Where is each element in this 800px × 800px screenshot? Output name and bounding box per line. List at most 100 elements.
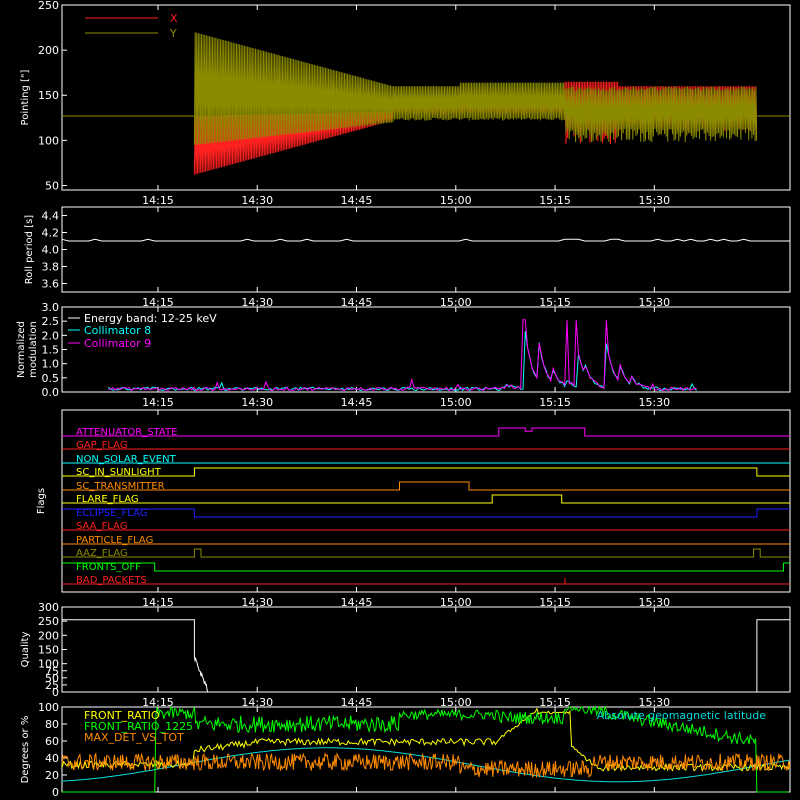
panel-frame-1: [61, 206, 791, 293]
roll-y-tick-label: 3.8: [42, 261, 60, 274]
flag-line-flare-flag: [62, 494, 790, 504]
modulation-y-tick-label: 2.5: [42, 315, 60, 328]
x-tick-label: 14:45: [341, 696, 373, 709]
x-tick-label: 14:15: [142, 696, 174, 709]
flag-line-fronts-off: [62, 562, 790, 572]
flag-label-eclipse-flag: ECLIPSE_FLAG: [76, 508, 147, 519]
modulation-y-tick-label: 1.5: [42, 344, 60, 357]
x-tick-label: 15:00: [440, 194, 472, 207]
legend-x-label: X: [170, 12, 178, 25]
x-tick-label: 15:30: [638, 596, 670, 609]
pointing-y-tick-label: 150: [38, 89, 59, 102]
x-tick-label: 14:15: [142, 194, 174, 207]
ratios-y-tick-label: 60: [45, 735, 59, 748]
flag-label-attenuator-state: ATTENUATOR_STATE: [76, 427, 177, 438]
x-tick-label: 15:15: [539, 194, 571, 207]
panel-frame-0: [61, 4, 791, 191]
x-tick-label: 15:15: [539, 696, 571, 709]
x-tick-label: 15:15: [539, 596, 571, 609]
legend-max-det-vs-tot-label: MAX_DET_VS_TOT: [84, 731, 184, 744]
flag-label-aaz-flag: AAZ_FLAG: [76, 548, 128, 559]
quality-y-tick-label: 25: [45, 679, 59, 692]
x-tick-label: 14:45: [341, 194, 373, 207]
collimator-9-label: Collimator 9: [84, 337, 151, 350]
x-tick-label: 15:15: [539, 396, 571, 409]
legend-geomagnetic-latitude-label: Absolute geomagnetic latitude: [597, 709, 767, 722]
quality-y-tick-label: 100: [38, 658, 59, 671]
modulation-ylabel: Normalized: [16, 321, 27, 378]
pointing-y-tick-label: 50: [45, 179, 59, 192]
roll-y-tick-label: 4.2: [42, 227, 60, 240]
x-tick-label: 14:30: [241, 194, 273, 207]
legend-front-ratio-label: FRONT_RATIO: [84, 709, 160, 722]
modulation-y-tick-label: 3.0: [42, 301, 60, 314]
quality-y-tick-label: 250: [38, 615, 59, 628]
x-tick-label: 15:15: [539, 296, 571, 309]
roll-y-tick-label: 4.0: [42, 244, 60, 257]
modulation-y-tick-label: 1.0: [42, 358, 60, 371]
x-tick-label: 15:30: [638, 396, 670, 409]
roll-y-tick-label: 4.4: [42, 210, 60, 223]
roll-y-tick-label: 3.6: [42, 278, 60, 291]
legend-y-label: Y: [169, 27, 177, 40]
x-tick-label: 15:30: [638, 194, 670, 207]
pointing-y-tick-label: 200: [38, 44, 59, 57]
quality-y-tick-label: 50: [45, 672, 59, 685]
ratios-y-tick-label: 20: [45, 769, 59, 782]
flag-line-sc-transmitter: [62, 481, 790, 491]
flag-label-bad-packets: BAD_PACKETS: [76, 575, 147, 586]
ratios-y-tick-label: 80: [45, 718, 59, 731]
x-tick-label: 14:15: [142, 296, 174, 309]
flag-label-particle-flag: PARTICLE_FLAG: [76, 535, 153, 546]
x-tick-label: 15:00: [440, 296, 472, 309]
x-tick-label: 14:15: [142, 396, 174, 409]
quality-line: [62, 619, 790, 693]
pointing-y-tick-label: 250: [38, 0, 59, 12]
pointing-ylabel: Pointing ["]: [20, 69, 31, 125]
front-ratio-1225-line: [62, 705, 789, 793]
x-tick-label: 14:45: [341, 296, 373, 309]
ratios-y-tick-label: 40: [45, 752, 59, 765]
x-tick-label: 14:30: [241, 296, 273, 309]
pointing-y-tick-label: 100: [38, 134, 59, 147]
flag-line-aaz-flag: [62, 548, 790, 558]
modulation-y-tick-label: 2.0: [42, 329, 60, 342]
flag-label-non-solar-event: NON_SOLAR_EVENT: [76, 454, 177, 465]
panel-frame-3: [61, 409, 791, 593]
x-tick-label: 14:30: [241, 396, 273, 409]
legend-front-ratio-1225-label: FRONT_RATIO_1225: [84, 720, 193, 733]
x-tick-label: 14:45: [341, 596, 373, 609]
flag-label-sc-transmitter: SC_TRANSMITTER: [76, 481, 165, 492]
x-tick-label: 14:45: [341, 396, 373, 409]
energy-band-label: Energy band: 12-25 keV: [84, 312, 217, 325]
ratios-y-tick-label: 100: [38, 701, 59, 714]
x-tick-label: 15:30: [638, 296, 670, 309]
collimator-8-line: [107, 330, 698, 392]
modulation-ylabel-2: modulation: [28, 321, 39, 378]
flag-line-eclipse-flag: [62, 508, 790, 518]
quality-y-tick-label: 75: [45, 665, 59, 678]
roll-period-line: [61, 238, 790, 242]
flag-line-sc-in-sunlight: [62, 467, 790, 477]
quality-ylabel: Quality: [20, 632, 31, 668]
x-tick-label: 15:00: [440, 396, 472, 409]
quality-y-tick-label: 200: [38, 629, 59, 642]
x-tick-label: 14:15: [142, 596, 174, 609]
quality-y-tick-label: 0: [52, 686, 59, 699]
ratios-ylabel: Degrees or %: [20, 716, 31, 784]
panel-frame-5: [61, 706, 791, 793]
flag-line-attenuator-state: [62, 427, 790, 437]
x-tick-label: 14:30: [241, 696, 273, 709]
x-tick-label: 15:00: [440, 696, 472, 709]
flag-label-gap-flag: GAP_FLAG: [76, 440, 128, 451]
ratios-y-tick-label: 0: [52, 786, 59, 799]
x-tick-label: 15:30: [638, 696, 670, 709]
modulation-y-tick-label: 0.5: [42, 372, 60, 385]
x-tick-label: 14:30: [241, 596, 273, 609]
flag-label-saa-flag: SAA_FLAG: [76, 521, 127, 532]
quality-y-tick-label: 150: [38, 644, 59, 657]
flag-label-fronts-off: FRONTS_OFF: [76, 562, 141, 573]
flag-label-flare-flag: FLARE_FLAG: [76, 494, 139, 505]
